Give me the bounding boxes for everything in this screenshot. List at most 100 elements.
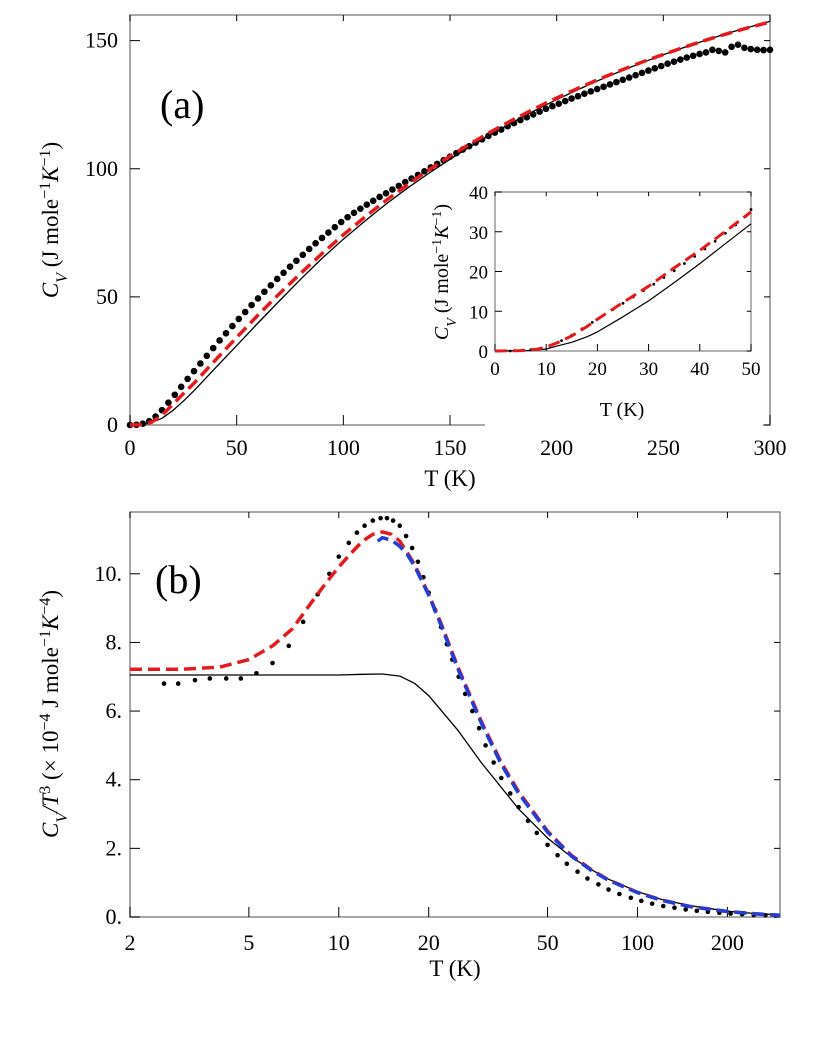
panel-a-data-point bbox=[721, 49, 729, 56]
panel-b-data-point bbox=[286, 643, 292, 649]
panel-a-data-point bbox=[568, 95, 575, 102]
inset-series bbox=[494, 208, 753, 353]
inset-y-tick-label: 40 bbox=[469, 183, 488, 204]
inset-x-axis-title: T (K) bbox=[600, 399, 645, 421]
panel-b-y-tick-label: 10. bbox=[95, 561, 123, 586]
inset-y-axis-title: CV (J mole−1K−1) bbox=[430, 204, 460, 340]
inset-background bbox=[485, 180, 763, 430]
panel-a-data-point bbox=[555, 100, 563, 107]
panel-a-data-point bbox=[753, 46, 761, 54]
panel-b-y-tick-label: 0. bbox=[106, 904, 123, 929]
panel-a-data-point bbox=[645, 67, 652, 74]
panel-a-data-point bbox=[216, 337, 223, 344]
panel-a-data-point bbox=[376, 193, 383, 201]
panel-a-data-point bbox=[357, 205, 364, 213]
panel-b-series bbox=[130, 515, 781, 918]
panel-b-data-point bbox=[300, 619, 306, 625]
panel-a-data-point bbox=[561, 97, 569, 105]
panel-a-data-point bbox=[312, 240, 319, 247]
panel-b-data-point bbox=[403, 533, 409, 539]
panel-b-data-point bbox=[470, 708, 475, 714]
panel-a-data-point bbox=[241, 308, 249, 316]
panel-b-data-point bbox=[596, 882, 601, 887]
panel-b-x-tick-label: 5 bbox=[243, 930, 254, 955]
inset-x-tick-label: 40 bbox=[690, 359, 709, 380]
panel-b-ticks: 2 5 10 20 50 100 200 0. 2. 4. 6. 8. 10. bbox=[95, 512, 780, 955]
panel-a-data-point bbox=[664, 60, 671, 67]
panel-a-data-point bbox=[709, 46, 716, 54]
panel-a-y-tick-label: 50 bbox=[96, 284, 118, 309]
panel-b-data-point bbox=[585, 876, 590, 881]
panel-a-data-point bbox=[593, 85, 601, 93]
panel-a-data-point bbox=[267, 282, 275, 289]
panel-a-data-point bbox=[331, 223, 339, 231]
panel-b-x-tick-label: 50 bbox=[537, 930, 559, 955]
panel-a-data-point bbox=[261, 288, 268, 296]
panel-a-data-point bbox=[293, 257, 300, 265]
panel-a-data-point bbox=[229, 322, 236, 330]
panel-a-data-point bbox=[177, 383, 185, 391]
panel-a-data-point bbox=[248, 301, 255, 309]
panel-b-data-point bbox=[362, 523, 367, 529]
panel-a-data-point bbox=[619, 76, 627, 84]
panel-a-x-tick-label: 100 bbox=[327, 435, 360, 460]
panel-b-data-point bbox=[564, 861, 570, 867]
panel-a-data-point bbox=[747, 45, 755, 53]
panel-a-x-tick-label: 0 bbox=[125, 435, 136, 460]
inset-x-tick-label: 30 bbox=[639, 359, 658, 380]
panel-b-dashed-curve-3 bbox=[376, 535, 781, 918]
inset-data-point bbox=[621, 301, 625, 305]
panel-a-data-point bbox=[600, 83, 607, 91]
panel-b-data-point bbox=[672, 905, 677, 911]
inset-data-point bbox=[683, 262, 686, 265]
panel-a-data-point bbox=[760, 46, 767, 54]
panel-b-x-tick-label: 2 bbox=[125, 930, 136, 955]
inset-x-tick-label: 50 bbox=[742, 359, 761, 380]
panel-b-data-point bbox=[534, 830, 540, 836]
inset-data-point bbox=[560, 339, 563, 343]
panel-a-data-point bbox=[273, 275, 281, 283]
panel-b-data-point bbox=[409, 545, 415, 551]
panel-a-data-point bbox=[190, 367, 198, 375]
inset-dashed-curve-2 bbox=[494, 210, 752, 353]
inset-data-point bbox=[652, 282, 656, 286]
panel-a-data-point bbox=[574, 92, 582, 100]
panel-a-data-point bbox=[587, 88, 595, 95]
panel-b-data-point bbox=[694, 908, 700, 914]
panel-a-data-point bbox=[766, 46, 774, 54]
panel-b-data-point bbox=[575, 869, 580, 874]
panel-a-data-point bbox=[395, 182, 403, 190]
panel-a-data-point bbox=[683, 54, 691, 61]
panel-a-data-point bbox=[734, 41, 742, 49]
panel-b-data-point bbox=[175, 681, 181, 686]
panel-a-data-point bbox=[625, 74, 633, 81]
panel-b-data-point bbox=[628, 895, 634, 901]
panel-a-data-point bbox=[350, 209, 358, 217]
panel-a-data-point bbox=[702, 49, 710, 56]
panel-a-y-tick-label: 0 bbox=[107, 412, 118, 437]
panel-b-data-point bbox=[683, 907, 688, 912]
inset-x-tick-label: 10 bbox=[537, 359, 556, 380]
panel-a-data-point bbox=[677, 56, 684, 63]
panel-a-data-point bbox=[606, 81, 614, 88]
panel-a-data-point bbox=[363, 201, 371, 208]
inset-y-tick-label: 10 bbox=[469, 302, 488, 323]
panel-b-data-point bbox=[370, 518, 376, 523]
panel-b-data-point bbox=[223, 676, 229, 681]
panel-b-data-point bbox=[161, 681, 167, 686]
panel-b-data-point bbox=[555, 852, 560, 858]
panel-b-x-tick-label: 10 bbox=[328, 930, 350, 955]
panel-a-data-point bbox=[203, 352, 211, 360]
panel-a-data-point bbox=[222, 329, 230, 337]
panel-a-data-point bbox=[305, 245, 313, 253]
panel-b-data-point bbox=[476, 725, 482, 731]
panel-a-data-point bbox=[657, 62, 665, 70]
panel-b-data-point bbox=[660, 903, 666, 909]
panel-b-data-point bbox=[207, 676, 213, 681]
panel-b-dashed-curve-2 bbox=[130, 530, 781, 918]
panel-a-y-axis-title: CV (J mole−1K−1) bbox=[37, 142, 71, 298]
panel-a-x-tick-label: 300 bbox=[754, 435, 787, 460]
panel-a-y-tick-label: 100 bbox=[85, 156, 118, 181]
